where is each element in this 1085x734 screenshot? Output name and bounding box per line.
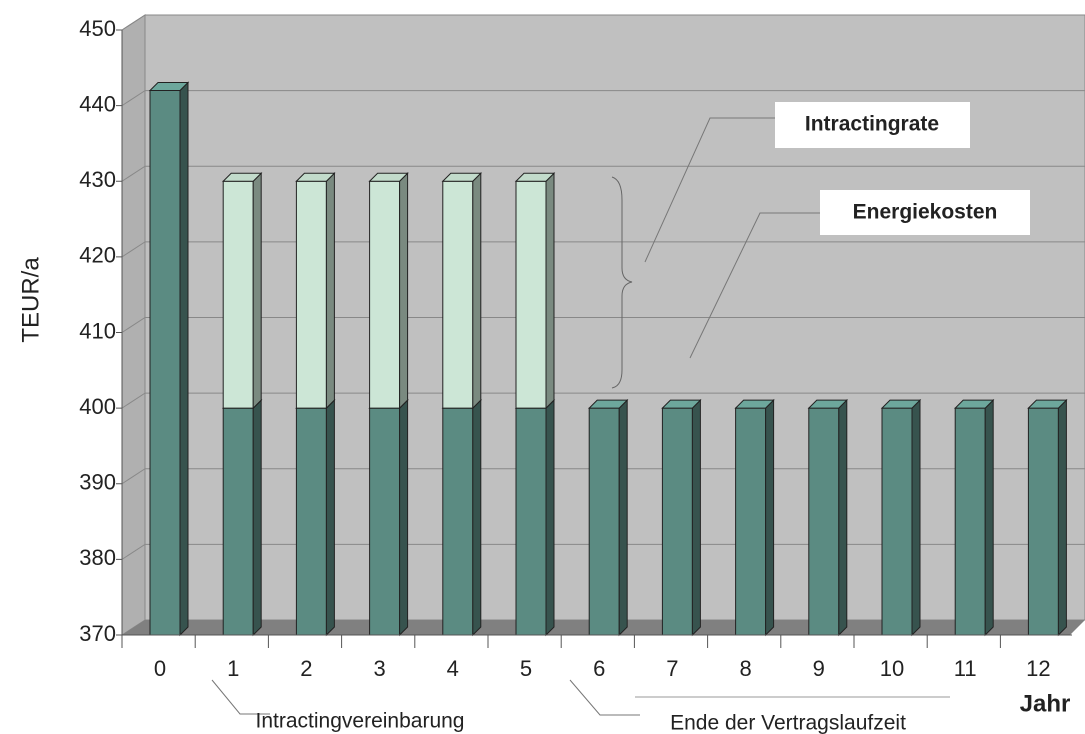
bar-top bbox=[661, 399, 702, 409]
x-tick-label: 4 bbox=[447, 656, 459, 681]
bar-side bbox=[838, 398, 848, 637]
y-tick-label: 400 bbox=[79, 394, 116, 419]
y-tick-label: 440 bbox=[79, 91, 116, 116]
grid-line bbox=[121, 241, 146, 258]
bar bbox=[1027, 407, 1059, 636]
bar bbox=[369, 407, 401, 636]
x-tick-label: 3 bbox=[373, 656, 385, 681]
bar-side bbox=[179, 81, 189, 637]
y-tick-label: 380 bbox=[79, 545, 116, 570]
grid-line bbox=[121, 543, 146, 560]
bar-side bbox=[765, 398, 775, 637]
bar-top bbox=[368, 172, 409, 182]
grid-line bbox=[121, 317, 146, 333]
x-tick-label: 8 bbox=[739, 656, 751, 681]
x-tick-label: 10 bbox=[880, 656, 904, 681]
bar bbox=[222, 180, 254, 409]
bar-top bbox=[441, 172, 483, 182]
bar bbox=[588, 407, 620, 636]
bar-side bbox=[618, 398, 628, 637]
leader-line bbox=[689, 212, 820, 359]
annotation: Intractingvereinbarung bbox=[256, 710, 465, 733]
bar bbox=[295, 180, 327, 409]
bar-side bbox=[911, 398, 921, 637]
grid-line bbox=[121, 90, 146, 107]
bar-side bbox=[691, 398, 701, 637]
bar-top bbox=[221, 172, 263, 182]
x-tick-label: 2 bbox=[300, 656, 312, 681]
bar-side bbox=[472, 172, 482, 410]
bar bbox=[515, 407, 547, 636]
y-tick-label: 370 bbox=[79, 621, 116, 646]
grid-line bbox=[121, 14, 146, 31]
bar bbox=[808, 407, 840, 636]
bar-top bbox=[953, 399, 995, 409]
bar bbox=[295, 407, 327, 636]
x-tick-label: 7 bbox=[666, 656, 678, 681]
bar-top bbox=[1027, 399, 1068, 409]
x-tick-label: 11 bbox=[954, 656, 977, 681]
annotation: Ende der Vertragslaufzeit bbox=[670, 712, 906, 734]
grid-line bbox=[121, 165, 146, 182]
bar-side bbox=[984, 398, 994, 637]
bar-top bbox=[295, 172, 336, 182]
y-axis-label: TEUR/a bbox=[17, 257, 44, 343]
bar-side bbox=[399, 398, 409, 637]
grid-line bbox=[121, 468, 146, 485]
grid-line bbox=[121, 392, 146, 409]
legend-label: Energiekosten bbox=[853, 201, 998, 224]
bar-top bbox=[148, 82, 190, 91]
bar-side bbox=[325, 398, 335, 637]
legend-box bbox=[775, 102, 970, 148]
bar-side bbox=[545, 172, 555, 410]
bar bbox=[442, 407, 474, 636]
bar-side bbox=[252, 172, 262, 410]
leader-line bbox=[644, 117, 775, 263]
x-tick-label: 12 bbox=[1026, 656, 1050, 681]
bar bbox=[661, 407, 693, 636]
bar bbox=[222, 407, 254, 636]
y-tick-label: 410 bbox=[79, 318, 116, 343]
x-tick-label: 1 bbox=[227, 656, 239, 681]
x-tick-label: 0 bbox=[154, 656, 166, 681]
bar-side bbox=[399, 172, 409, 410]
bar-side bbox=[545, 398, 555, 637]
bar-side bbox=[1057, 398, 1067, 637]
x-tick-label: 6 bbox=[593, 656, 605, 681]
bar-side bbox=[252, 398, 262, 637]
y-tick-label: 430 bbox=[79, 167, 116, 192]
bar bbox=[149, 90, 181, 636]
bar bbox=[515, 180, 547, 409]
leader-line bbox=[569, 679, 640, 716]
bar-top bbox=[734, 399, 775, 409]
bar-side bbox=[472, 398, 482, 637]
bar bbox=[442, 180, 474, 409]
bar-top bbox=[587, 399, 629, 409]
x-tick-label: 5 bbox=[520, 656, 532, 681]
x-axis-label: Jahr bbox=[1020, 690, 1071, 717]
bar-side bbox=[325, 172, 335, 410]
bar bbox=[881, 407, 913, 636]
y-tick-label: 420 bbox=[79, 243, 116, 268]
leader-line bbox=[211, 679, 270, 715]
x-tick-label: 9 bbox=[813, 656, 825, 681]
bar bbox=[369, 180, 401, 409]
legend-box bbox=[820, 190, 1030, 235]
brace bbox=[611, 176, 633, 389]
y-tick-label: 450 bbox=[79, 16, 116, 41]
y-tick-label: 390 bbox=[79, 470, 116, 495]
bar bbox=[954, 407, 986, 636]
bar-top bbox=[807, 399, 849, 409]
bar-top bbox=[514, 172, 556, 182]
legend-label: Intractingrate bbox=[805, 113, 939, 136]
bar-top bbox=[880, 399, 922, 409]
bar bbox=[735, 407, 767, 636]
